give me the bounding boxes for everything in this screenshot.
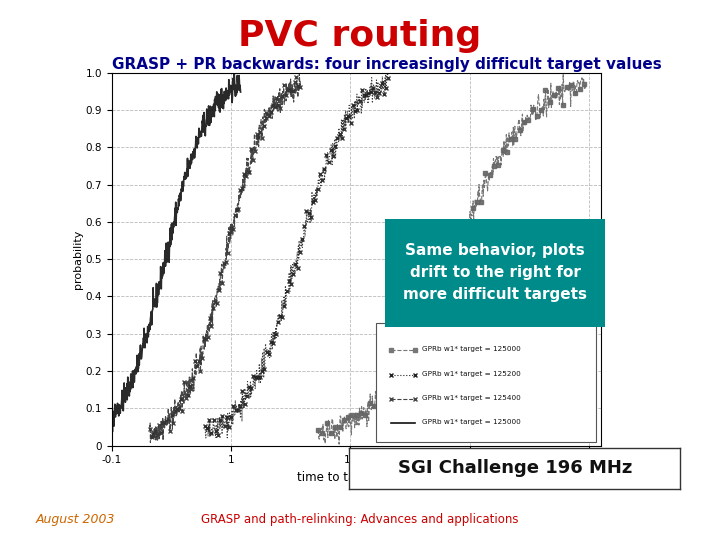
Text: GPRb w1* target = 125200: GPRb w1* target = 125200 [423,370,521,376]
Text: August 2003: August 2003 [36,514,115,526]
Text: Same behavior, plots
drift to the right for
more difficult targets: Same behavior, plots drift to the right … [403,243,587,302]
Text: GPRb w1* target = 125400: GPRb w1* target = 125400 [423,395,521,401]
Text: GRASP + PR backwards: four increasingly difficult target values: GRASP + PR backwards: four increasingly … [112,57,662,72]
FancyBboxPatch shape [376,322,596,442]
Y-axis label: probability: probability [73,230,83,289]
X-axis label: time to target value: time to target value [297,471,415,484]
Text: GPRb w1* target = 125000: GPRb w1* target = 125000 [423,346,521,352]
Text: SGI Challenge 196 MHz: SGI Challenge 196 MHz [397,460,632,477]
Text: GPRb w1* target = 125000: GPRb w1* target = 125000 [423,419,521,425]
Text: GRASP and path-relinking: Advances and applications: GRASP and path-relinking: Advances and a… [202,514,518,526]
Text: PVC routing: PVC routing [238,19,482,53]
